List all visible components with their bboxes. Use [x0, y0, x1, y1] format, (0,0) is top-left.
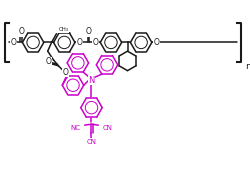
- Text: O: O: [77, 38, 83, 47]
- Text: CH₃: CH₃: [58, 27, 68, 32]
- Text: O: O: [11, 38, 16, 47]
- Text: N: N: [88, 76, 95, 85]
- Text: O: O: [62, 68, 68, 77]
- Text: CN: CN: [102, 125, 112, 131]
- Text: O: O: [154, 38, 160, 47]
- Text: O: O: [46, 57, 52, 66]
- Text: n: n: [245, 62, 250, 71]
- Text: O: O: [92, 38, 98, 47]
- Text: CN: CN: [86, 139, 97, 145]
- Text: O: O: [86, 27, 91, 36]
- Text: NC: NC: [71, 125, 81, 131]
- Text: O: O: [18, 27, 24, 36]
